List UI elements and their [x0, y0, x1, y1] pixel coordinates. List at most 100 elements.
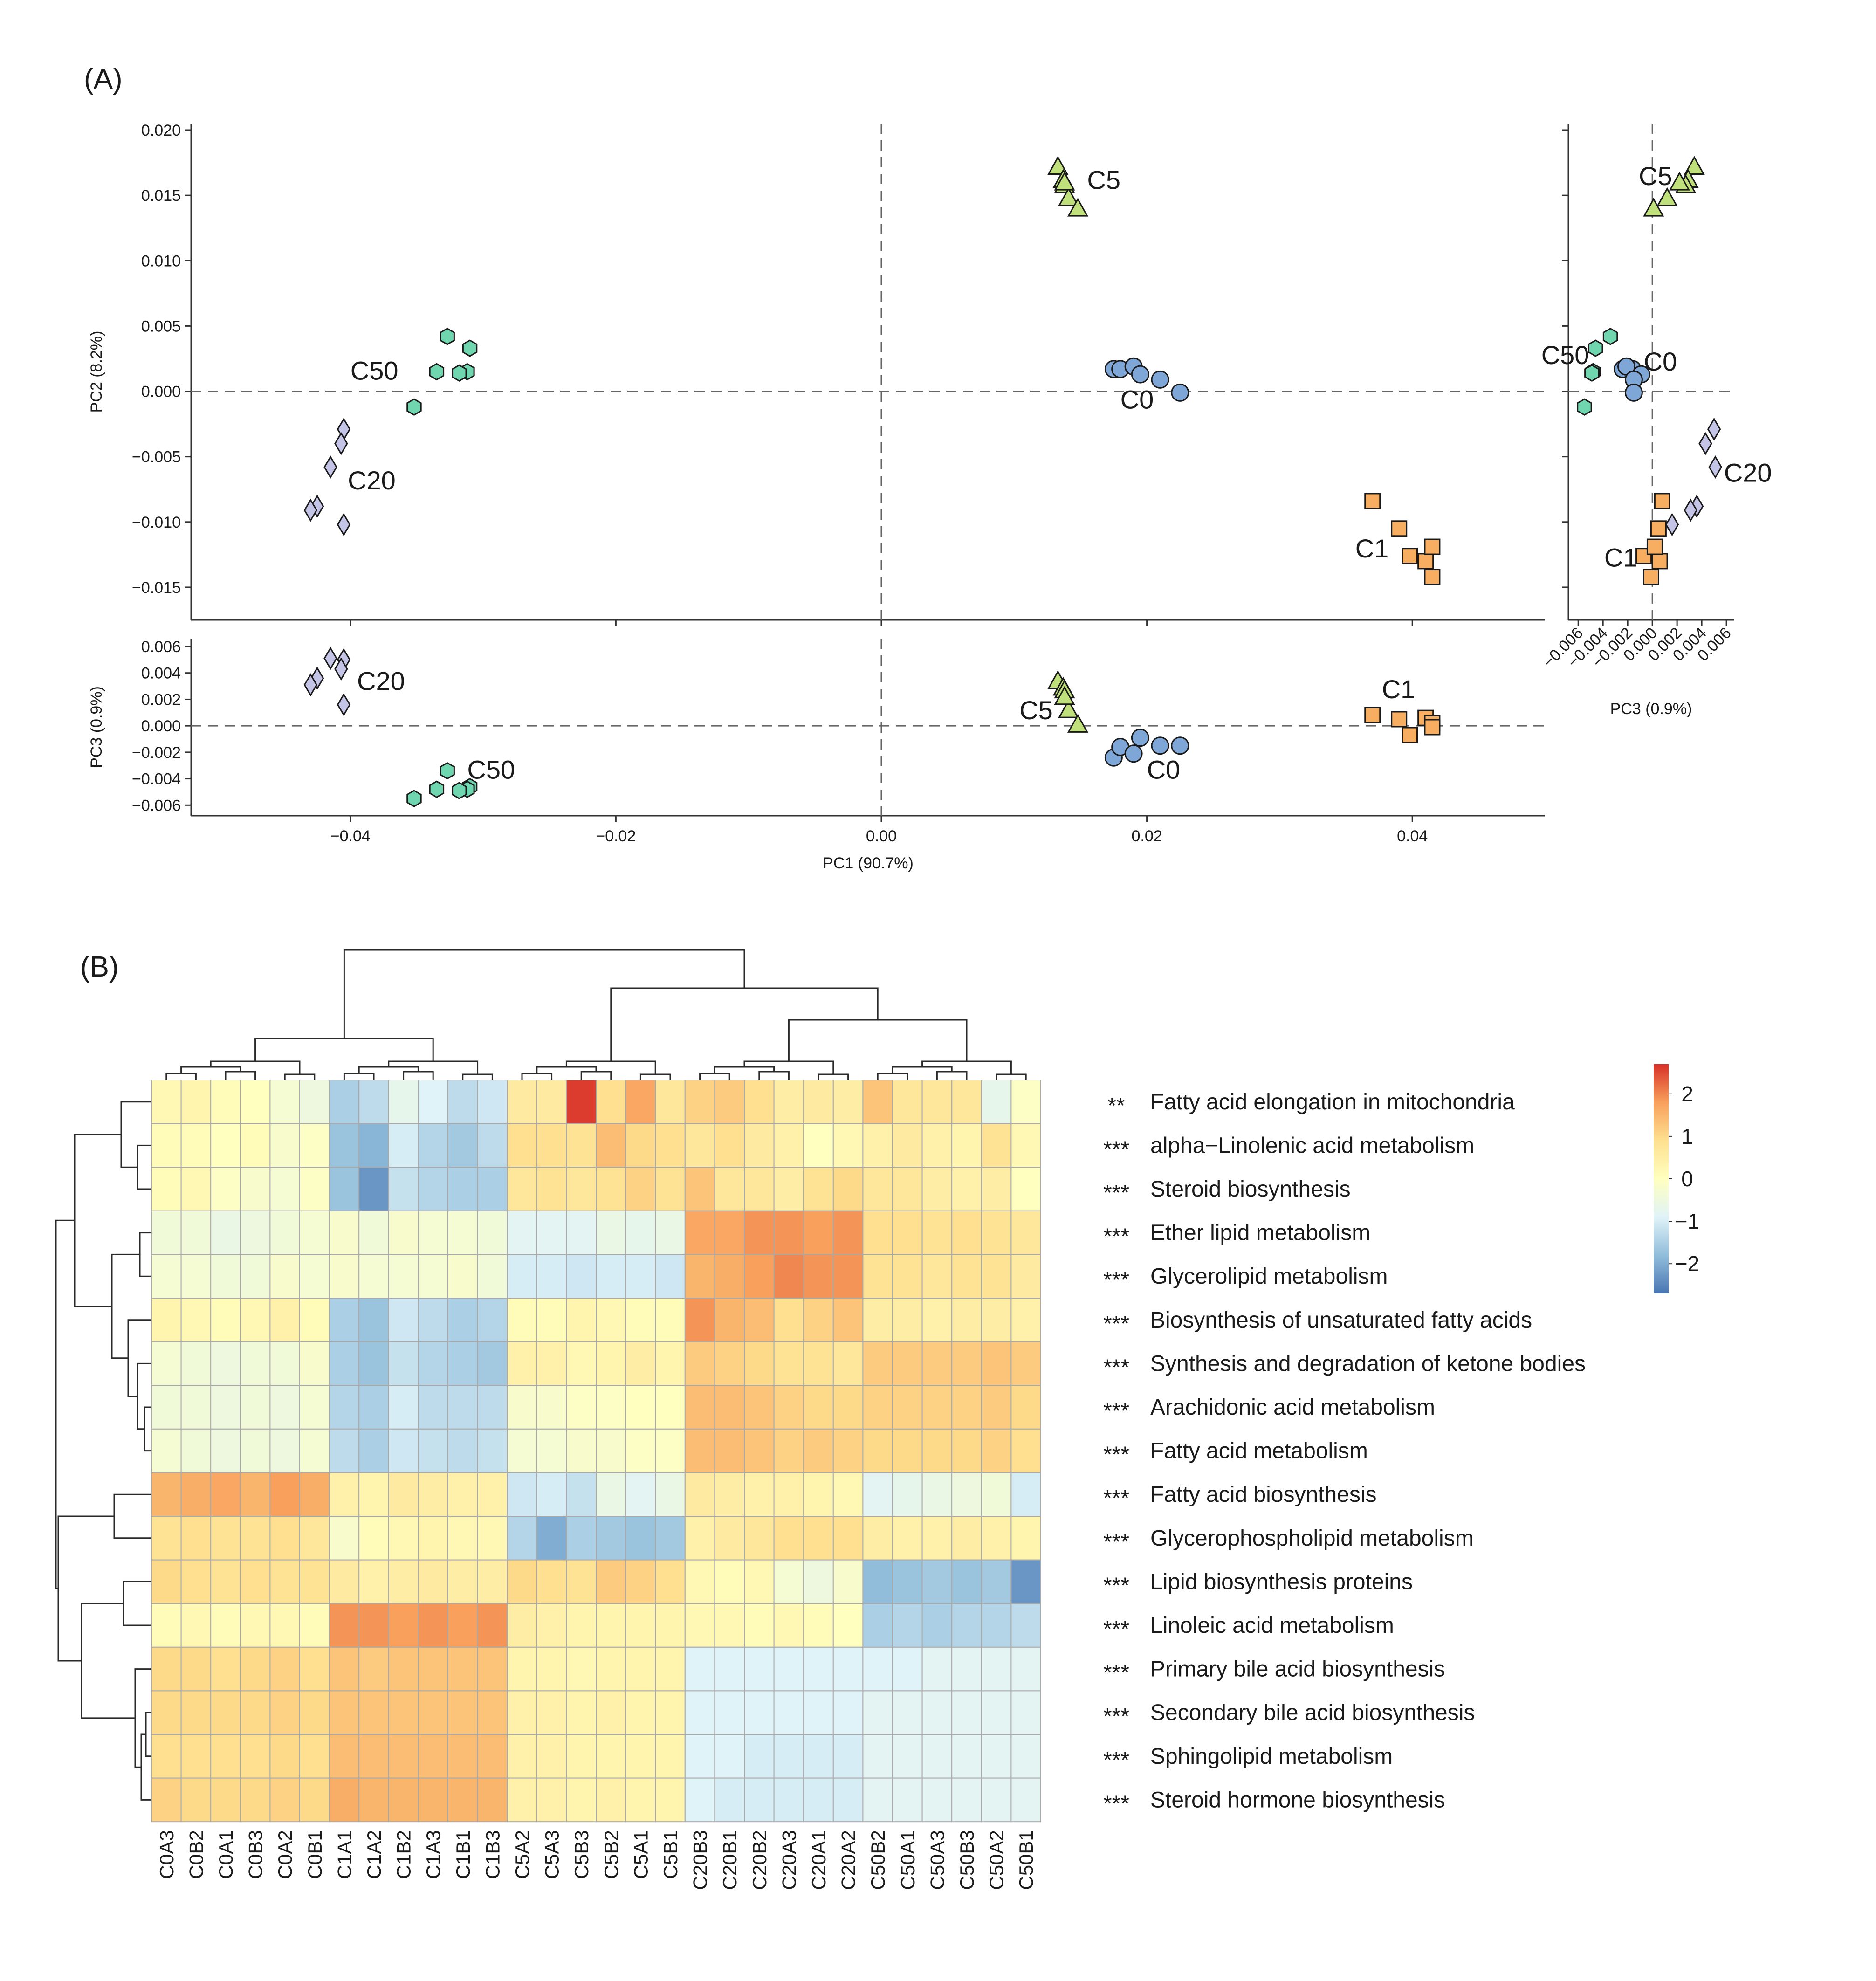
heatmap-cell	[447, 1646, 478, 1692]
heatmap-cell	[1010, 1210, 1041, 1255]
pathway-label: Ether lipid metabolism	[1150, 1221, 1370, 1245]
heatmap-cell	[744, 1603, 775, 1648]
heatmap-cell	[803, 1516, 834, 1561]
heatmap-cell	[418, 1428, 449, 1473]
heatmap-cell	[151, 1210, 182, 1255]
heatmap-cell	[477, 1341, 508, 1386]
heatmap-cell	[803, 1428, 834, 1473]
heatmap-cell	[269, 1734, 301, 1779]
heatmap-cell	[418, 1298, 449, 1342]
heatmap-cell	[596, 1210, 626, 1255]
heatmap-cell	[447, 1123, 478, 1168]
heatmap-cell	[773, 1341, 804, 1386]
heatmap-cell	[536, 1298, 567, 1342]
heatmap-cell	[180, 1080, 212, 1124]
heatmap-cell	[210, 1341, 241, 1386]
heatmap-cell	[388, 1298, 419, 1342]
heatmap-cell	[240, 1472, 271, 1517]
heatmap-cell	[981, 1080, 1012, 1124]
heatmap-cell	[921, 1254, 953, 1299]
heatmap-cell	[358, 1341, 389, 1386]
heatmap-cell	[151, 1472, 182, 1517]
heatmap-cell	[418, 1690, 449, 1735]
heatmap-cell	[418, 1472, 449, 1517]
heatmap-cell	[269, 1341, 301, 1386]
heatmap-cell	[625, 1428, 656, 1473]
sample-label: C1B2	[393, 1830, 415, 1879]
y-tick-label: −0.015	[132, 579, 181, 597]
heatmap-cell	[358, 1516, 389, 1561]
heatmap-cell	[951, 1646, 982, 1692]
significance-stars: ***	[1103, 1791, 1129, 1816]
heatmap-cell	[684, 1646, 715, 1692]
heatmap-cell	[625, 1472, 656, 1517]
pathway-label: alpha−Linolenic acid metabolism	[1150, 1133, 1474, 1158]
heatmap-cell	[536, 1734, 567, 1779]
heatmap-cell	[625, 1080, 656, 1124]
heatmap-cell	[981, 1428, 1012, 1473]
heatmap-cell	[892, 1559, 923, 1604]
heatmap-cell	[329, 1298, 360, 1342]
heatmap-cell	[507, 1603, 537, 1648]
heatmap-cell	[951, 1734, 982, 1779]
heatmap-cell	[329, 1516, 360, 1561]
heatmap-cell	[921, 1690, 953, 1735]
heatmap-cell	[625, 1210, 656, 1255]
heatmap-cell	[596, 1385, 626, 1430]
heatmap-cell	[180, 1690, 212, 1735]
heatmap-cell	[210, 1428, 241, 1473]
data-point-c1	[1417, 553, 1434, 570]
heatmap-cell	[477, 1777, 508, 1823]
heatmap-cell	[862, 1603, 893, 1648]
sample-label: C0A3	[156, 1830, 178, 1879]
data-point-c5	[1058, 699, 1079, 718]
heatmap-cell	[744, 1254, 775, 1299]
heatmap-cell	[803, 1690, 834, 1735]
heatmap-cell	[862, 1472, 893, 1517]
heatmap-cell	[507, 1298, 537, 1342]
heatmap-cell	[329, 1254, 360, 1299]
significance-stars: ***	[1103, 1486, 1129, 1511]
data-point-c20	[334, 657, 348, 681]
heatmap-cell	[744, 1428, 775, 1473]
heatmap-cell	[981, 1385, 1012, 1430]
heatmap-cell	[921, 1777, 953, 1823]
data-point-c20	[1708, 455, 1723, 479]
heatmap-cell	[773, 1646, 804, 1692]
significance-stars: ***	[1103, 1355, 1129, 1380]
heatmap-cell	[744, 1210, 775, 1255]
heatmap-cell	[240, 1167, 271, 1211]
heatmap-cell	[803, 1385, 834, 1430]
heatmap-cell	[210, 1472, 241, 1517]
data-point-c50	[452, 364, 467, 382]
heatmap-cell	[477, 1167, 508, 1211]
heatmap-cell	[388, 1210, 419, 1255]
heatmap-cell	[269, 1777, 301, 1823]
heatmap-dendrograms	[55, 949, 1027, 1801]
column-dendrogram-link	[343, 949, 745, 1039]
data-point-c0	[1624, 383, 1643, 402]
heatmap-cell	[210, 1210, 241, 1255]
heatmap-cell	[655, 1167, 686, 1211]
heatmap-cell	[655, 1734, 686, 1779]
heatmap-cell	[1010, 1298, 1041, 1342]
heatmap-cell	[151, 1734, 182, 1779]
heatmap-cell	[625, 1516, 656, 1561]
heatmap-cell	[507, 1210, 537, 1255]
heatmap-cell	[744, 1123, 775, 1168]
x-axis-label: PC1 (90.7%)	[823, 854, 914, 872]
sample-label: C50B3	[956, 1830, 978, 1890]
heatmap-cell	[951, 1559, 982, 1604]
heatmap-cell	[892, 1298, 923, 1342]
sample-label: C50A2	[986, 1830, 1008, 1890]
heatmap-cell	[596, 1341, 626, 1386]
heatmap-cell	[862, 1167, 893, 1211]
heatmap-cell	[447, 1690, 478, 1735]
data-point-c1	[1424, 719, 1441, 736]
heatmap-cell	[803, 1777, 834, 1823]
heatmap-cell	[803, 1210, 834, 1255]
group-label: C0	[1120, 385, 1154, 414]
heatmap-cell	[329, 1080, 360, 1124]
heatmap-cell	[507, 1167, 537, 1211]
heatmap-cell	[210, 1690, 241, 1735]
